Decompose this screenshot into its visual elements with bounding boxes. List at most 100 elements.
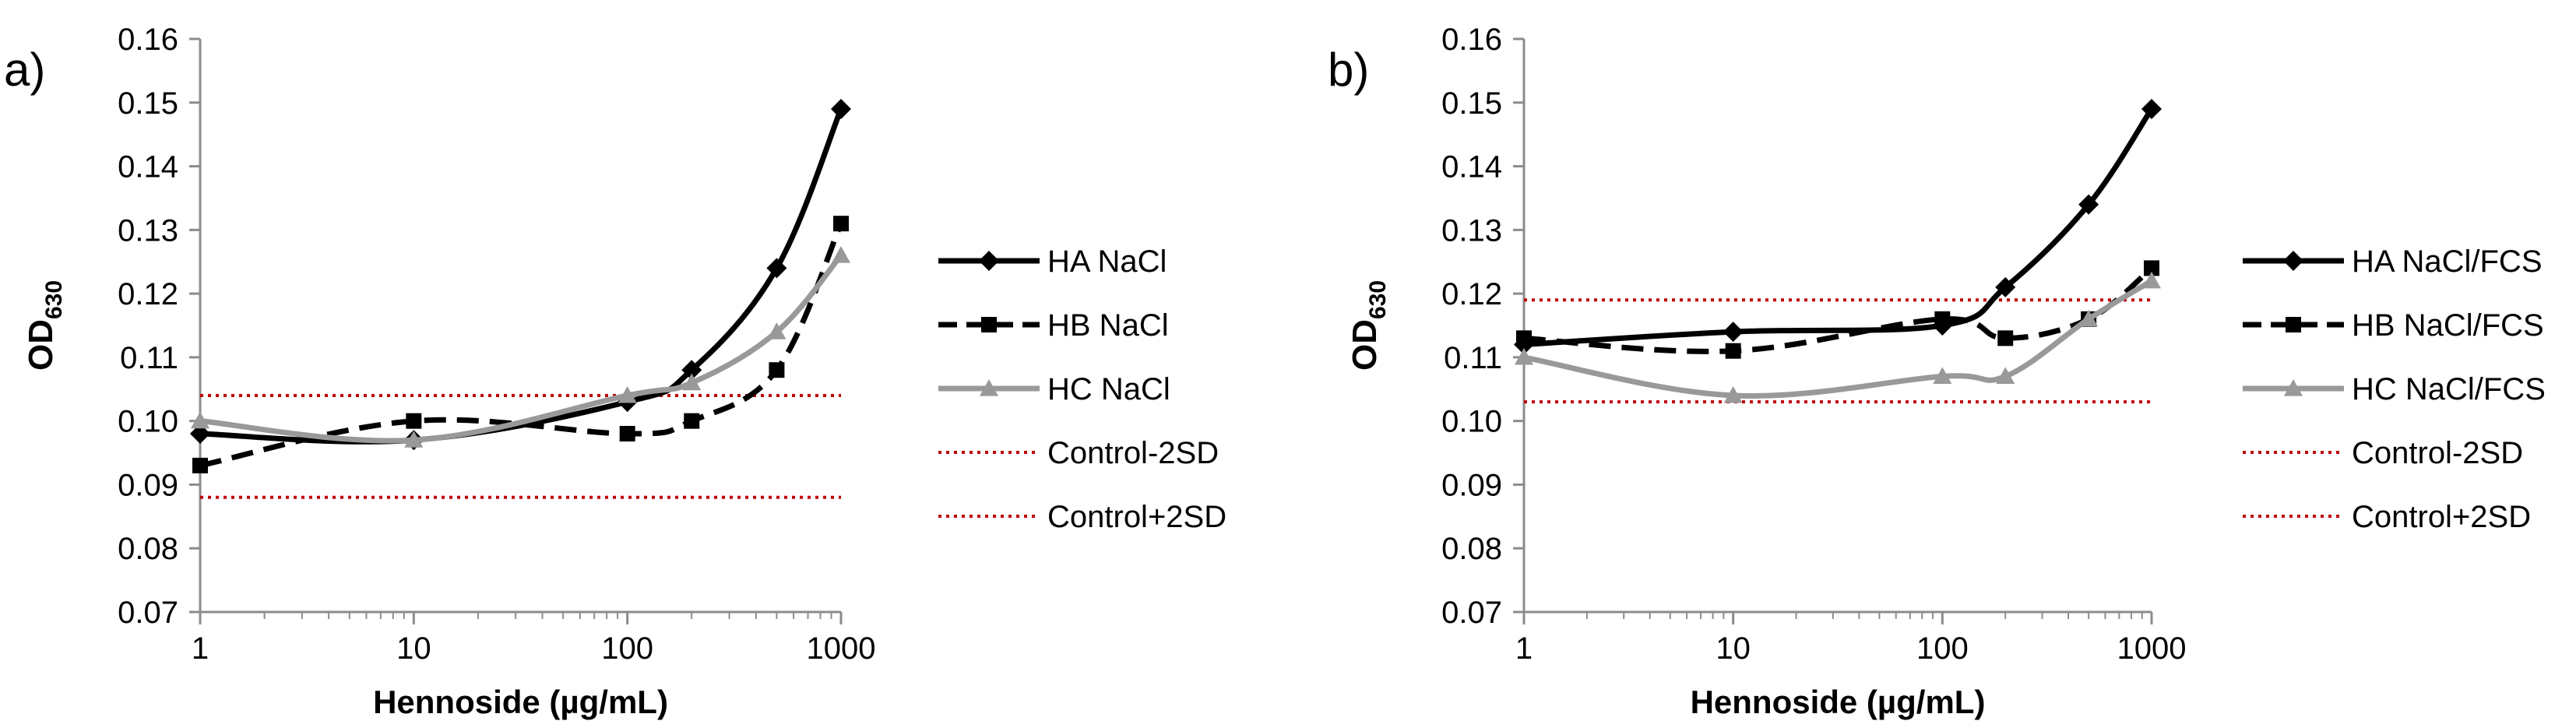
data-point (2078, 194, 2099, 215)
x-tick-label: 100 (1916, 631, 1969, 666)
panel-label: b) (1328, 44, 1369, 96)
data-point (1996, 367, 2015, 385)
x-tick-label: 10 (1716, 631, 1751, 666)
data-point (2079, 309, 2099, 327)
data-point (192, 457, 208, 473)
y-tick-label: 0.07 (1441, 596, 1502, 630)
legend-label: Control-2SD (1047, 436, 1219, 470)
legend-entry: Control-2SD (2243, 436, 2523, 470)
x-tick-label: 1000 (2117, 631, 2187, 666)
y-axis-label: OD630 (22, 280, 67, 371)
y-axis-label-main: OD (1346, 319, 1384, 371)
series-2 (1515, 271, 2161, 403)
data-point (1934, 311, 1951, 327)
y-tick-label: 0.07 (118, 596, 178, 630)
data-point (831, 98, 851, 119)
data-point (406, 413, 422, 429)
legend-entry: Control+2SD (938, 500, 1226, 534)
legend-label: HA NaCl/FCS (2352, 244, 2543, 279)
series-0 (1514, 98, 2162, 355)
series-line (199, 222, 844, 469)
data-point (404, 431, 424, 448)
y-tick-label: 0.15 (118, 86, 178, 121)
data-point (1997, 330, 2014, 346)
legend-entry: HA NaCl/FCS (2243, 244, 2543, 279)
series-2 (191, 246, 850, 448)
data-point (2144, 260, 2159, 276)
y-tick-label: 0.09 (118, 468, 178, 502)
legend-entry: HC NaCl/FCS (2243, 372, 2546, 406)
legend-label: Control+2SD (2352, 500, 2531, 534)
x-tick-label: 1 (192, 631, 209, 666)
series-1 (192, 216, 849, 473)
x-tick-label: 10 (396, 631, 431, 666)
legend-marker (2283, 251, 2303, 271)
legend-label: HB NaCl (1047, 308, 1169, 343)
data-point (832, 246, 850, 263)
legend-label: Control+2SD (1047, 500, 1226, 534)
series-1 (1516, 260, 2159, 359)
y-tick-label: 0.14 (1441, 150, 1502, 185)
data-point (1995, 276, 2016, 297)
legend-marker (979, 251, 999, 271)
legend-label: HC NaCl (1047, 372, 1170, 406)
y-tick-label: 0.09 (1441, 468, 1502, 502)
data-point (1725, 343, 1741, 359)
x-tick-label: 1 (1515, 631, 1533, 666)
y-tick-label: 0.15 (1441, 86, 1502, 121)
data-point (682, 373, 702, 391)
legend-entry: HB NaCl (938, 308, 1169, 343)
y-tick-label: 0.10 (1441, 405, 1502, 439)
series-line (1523, 107, 2154, 348)
y-tick-label: 0.08 (1441, 532, 1502, 566)
series-line (199, 253, 843, 444)
y-tick-label: 0.11 (1444, 341, 1502, 375)
y-tick-label: 0.12 (1441, 277, 1502, 311)
data-point (190, 424, 210, 445)
legend-marker (2284, 379, 2303, 396)
data-point (769, 362, 785, 378)
y-tick-label: 0.08 (118, 532, 178, 566)
chart-panel-b: b) 0.07 0.08 0.09 0.10 0.11 0.12 0.13 0.14 0.15 0.… (1328, 23, 2546, 720)
x-tick-label: 1000 (807, 631, 876, 666)
y-axis-label: OD630 (1346, 280, 1391, 371)
data-point (619, 426, 635, 442)
data-point (684, 413, 700, 429)
y-tick-label: 0.14 (118, 150, 178, 185)
legend: HA NaCl/FCS HB NaCl/FCS HC NaCl/FCS Control… (2243, 244, 2546, 534)
data-point (1516, 330, 1532, 346)
y-tick-label: 0.12 (118, 277, 178, 311)
y-axis-label-main: OD (22, 319, 60, 371)
data-point (618, 385, 637, 403)
legend-entry: Control+2SD (2243, 500, 2531, 534)
panel-label: a) (4, 44, 45, 96)
legend: HA NaCl HB NaCl HC NaCl Control-2SD Control+… (938, 244, 1226, 534)
data-point (833, 216, 849, 232)
data-point (1723, 385, 1743, 403)
data-point (681, 360, 702, 381)
legend-label: HA NaCl (1047, 244, 1167, 279)
series-line (199, 107, 844, 445)
x-axis-label: Hennoside (µg/mL) (373, 684, 668, 720)
y-tick-label: 0.16 (118, 23, 178, 57)
x-axis-label: Hennoside (µg/mL) (1691, 684, 1986, 720)
x-tick-label: 100 (601, 631, 653, 666)
data-point (2141, 98, 2162, 119)
legend-label: Control-2SD (2352, 436, 2523, 470)
legend-label: HC NaCl/FCS (2352, 372, 2546, 406)
data-point (766, 258, 787, 279)
y-tick-label: 0.11 (120, 341, 178, 375)
y-tick-label: 0.16 (1441, 23, 1502, 57)
legend-entry: HA NaCl (938, 244, 1167, 279)
chart-panel-a: a) 0.07 0.08 0.09 0.10 0.11 0.12 0.13 0.14 0.15 0.… (4, 23, 1226, 720)
y-tick-label: 0.13 (1441, 213, 1502, 248)
y-tick-label: 0.13 (118, 213, 178, 248)
y-axis-label-subscript: 630 (41, 280, 67, 319)
data-point (1515, 347, 1533, 365)
data-point (1933, 367, 1952, 385)
y-axis-label-subscript: 630 (1365, 280, 1391, 319)
legend-marker (980, 379, 998, 396)
data-point (1723, 322, 1744, 343)
data-point (2142, 271, 2161, 289)
